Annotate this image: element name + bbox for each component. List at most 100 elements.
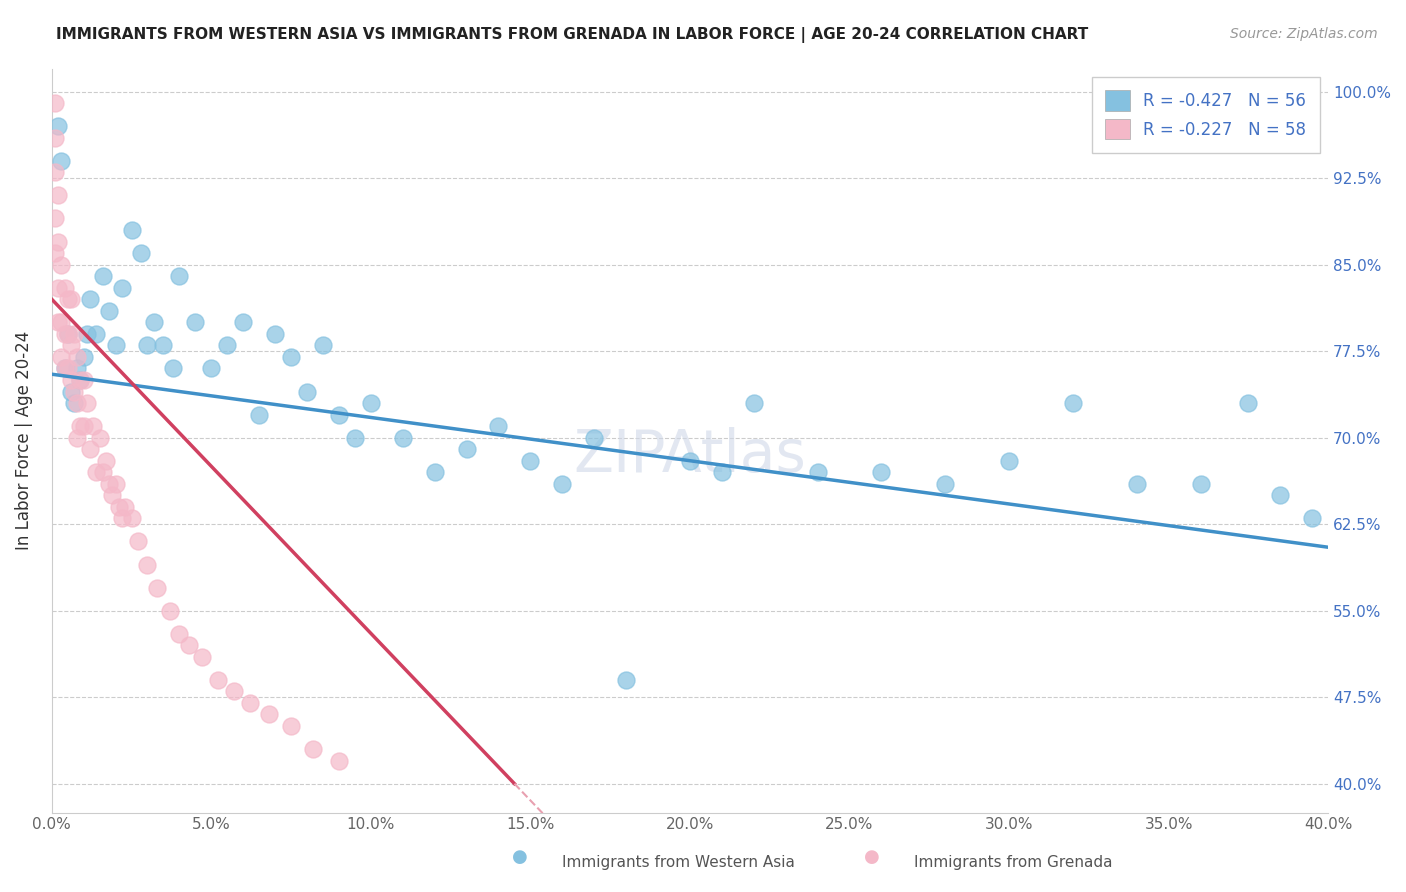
- Point: [328, 408, 350, 422]
- Point: [46, 315, 69, 329]
- Text: ●: ●: [512, 848, 529, 866]
- Point: [56, 361, 79, 376]
- Y-axis label: In Labor Force | Age 20-24: In Labor Force | Age 20-24: [15, 331, 32, 550]
- Text: Immigrants from Grenada: Immigrants from Grenada: [914, 855, 1112, 870]
- Point: [56, 292, 79, 306]
- Point: [91, 465, 114, 479]
- Point: [1062, 396, 1084, 410]
- Point: [1301, 511, 1323, 525]
- Point: [107, 500, 129, 514]
- Point: [136, 338, 159, 352]
- Point: [79, 292, 101, 306]
- Point: [114, 500, 136, 514]
- Point: [104, 338, 127, 352]
- Point: [1189, 476, 1212, 491]
- Point: [583, 431, 606, 445]
- Point: [73, 373, 96, 387]
- Point: [46, 235, 69, 249]
- Point: [870, 465, 893, 479]
- Point: [89, 431, 111, 445]
- Point: [101, 488, 124, 502]
- Point: [200, 361, 222, 376]
- Point: [127, 534, 149, 549]
- Point: [46, 281, 69, 295]
- Point: [76, 396, 98, 410]
- Point: [82, 419, 104, 434]
- Point: [66, 431, 89, 445]
- Point: [53, 281, 76, 295]
- Point: [98, 476, 121, 491]
- Point: [152, 338, 174, 352]
- Point: [53, 326, 76, 341]
- Point: [190, 649, 212, 664]
- Point: [98, 303, 121, 318]
- Point: [302, 742, 325, 756]
- Point: [280, 719, 302, 733]
- Point: [56, 326, 79, 341]
- Legend: R = -0.427   N = 56, R = -0.227   N = 58: R = -0.427 N = 56, R = -0.227 N = 58: [1092, 77, 1320, 153]
- Point: [46, 119, 69, 133]
- Point: [169, 269, 191, 284]
- Point: [207, 673, 229, 687]
- Point: [66, 350, 89, 364]
- Point: [94, 453, 117, 467]
- Text: ZIPAtlas: ZIPAtlas: [574, 427, 807, 483]
- Point: [169, 626, 191, 640]
- Point: [69, 373, 91, 387]
- Point: [247, 408, 270, 422]
- Point: [423, 465, 446, 479]
- Point: [53, 361, 76, 376]
- Text: Source: ZipAtlas.com: Source: ZipAtlas.com: [1230, 27, 1378, 41]
- Point: [73, 419, 96, 434]
- Point: [551, 476, 574, 491]
- Point: [51, 315, 73, 329]
- Point: [44, 130, 66, 145]
- Text: IMMIGRANTS FROM WESTERN ASIA VS IMMIGRANTS FROM GRENADA IN LABOR FORCE | AGE 20-: IMMIGRANTS FROM WESTERN ASIA VS IMMIGRAN…: [56, 27, 1088, 43]
- Point: [391, 431, 413, 445]
- Point: [53, 361, 76, 376]
- Text: ●: ●: [863, 848, 880, 866]
- Point: [86, 465, 108, 479]
- Point: [121, 511, 143, 525]
- Point: [129, 246, 152, 260]
- Point: [614, 673, 637, 687]
- Point: [177, 638, 200, 652]
- Point: [86, 326, 108, 341]
- Point: [44, 246, 66, 260]
- Point: [217, 338, 239, 352]
- Point: [456, 442, 478, 457]
- Point: [111, 511, 134, 525]
- Point: [66, 396, 89, 410]
- Point: [934, 476, 956, 491]
- Point: [360, 396, 382, 410]
- Point: [1270, 488, 1292, 502]
- Point: [46, 188, 69, 202]
- Point: [56, 326, 79, 341]
- Text: Immigrants from Western Asia: Immigrants from Western Asia: [562, 855, 796, 870]
- Point: [51, 350, 73, 364]
- Point: [264, 326, 287, 341]
- Point: [239, 696, 262, 710]
- Point: [232, 315, 254, 329]
- Point: [69, 419, 91, 434]
- Point: [295, 384, 318, 399]
- Point: [51, 258, 73, 272]
- Point: [44, 211, 66, 226]
- Point: [222, 684, 245, 698]
- Point: [51, 153, 73, 168]
- Point: [59, 338, 82, 352]
- Point: [998, 453, 1021, 467]
- Point: [806, 465, 828, 479]
- Point: [742, 396, 765, 410]
- Point: [104, 476, 127, 491]
- Point: [257, 707, 280, 722]
- Point: [59, 384, 82, 399]
- Point: [519, 453, 541, 467]
- Point: [44, 165, 66, 179]
- Point: [136, 558, 159, 572]
- Point: [111, 281, 134, 295]
- Point: [159, 604, 181, 618]
- Point: [1237, 396, 1260, 410]
- Point: [44, 96, 66, 111]
- Point: [142, 315, 165, 329]
